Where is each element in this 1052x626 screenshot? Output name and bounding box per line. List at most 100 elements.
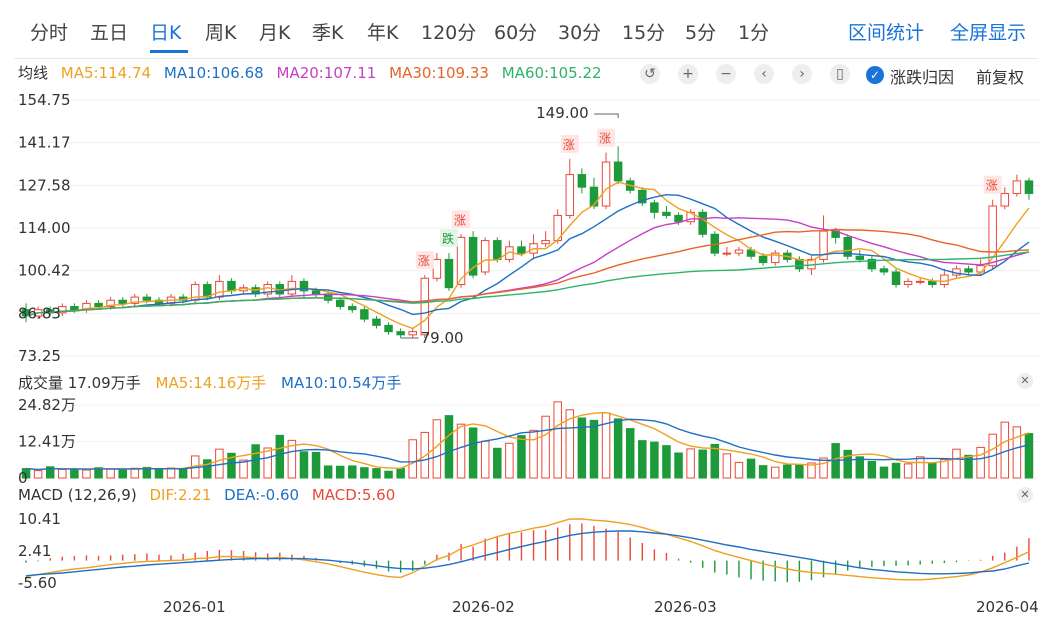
close-volume-icon[interactable]: ✕ (1017, 373, 1033, 389)
price-axis-label: 154.75 (18, 91, 71, 109)
volume-bar (348, 465, 357, 479)
candle-body (444, 258, 454, 289)
close-macd-icon[interactable]: ✕ (1017, 487, 1033, 503)
tab-daily-k[interactable]: 日K (150, 22, 182, 44)
rise-tag (452, 210, 471, 229)
volume-bar (142, 466, 152, 479)
volume-axis-label: 24.82万 (18, 396, 76, 414)
tab-divider (14, 58, 1038, 59)
volume-bar (384, 470, 393, 479)
ma10-value: MA10:106.68 (163, 64, 264, 82)
volume-bar (746, 458, 756, 479)
zoom-in-icon[interactable]: + (678, 64, 698, 84)
ma20-line (25, 216, 1030, 317)
candle-body (734, 249, 744, 254)
macd-axis-label: -5.60 (18, 574, 57, 592)
candle-type-icon[interactable]: ▯ (830, 64, 850, 84)
zoom-out-icon[interactable]: − (716, 64, 736, 84)
volume-bar (299, 451, 309, 479)
rise-tag (597, 128, 616, 147)
macd-axis-label: 2.41 (18, 542, 51, 560)
volume-header: 成交量 17.09万手 MA5:14.16万手 MA10:10.54万手 (18, 372, 411, 393)
candle-body (601, 161, 611, 207)
volume-bar (674, 452, 683, 479)
tab-monthly-k[interactable]: 月K (259, 22, 291, 44)
volume-bar (468, 427, 478, 479)
reason-checkbox-icon[interactable]: ✓ (866, 66, 884, 84)
tab-15min[interactable]: 15分 (622, 22, 666, 44)
tab-60min[interactable]: 60分 (494, 22, 538, 44)
candle-body (311, 290, 321, 295)
volume-bar (178, 468, 188, 479)
candle-body (879, 268, 889, 273)
candle-body (770, 252, 780, 264)
tab-quarterly-k[interactable]: 季K (312, 22, 344, 44)
chevron-right-icon[interactable]: › (792, 64, 812, 84)
volume-bar (940, 458, 949, 479)
volume-bar (444, 415, 454, 479)
volume-bar (70, 468, 79, 479)
volume-bar (33, 470, 43, 479)
tab-fenshi[interactable]: 分时 (30, 22, 69, 44)
tab-yearly-k[interactable]: 年K (367, 22, 399, 44)
volume-bar (263, 447, 272, 479)
ma20-value: MA20:107.11 (276, 64, 377, 82)
candle-body (1024, 180, 1034, 194)
volume-bar (795, 463, 804, 479)
fullscreen-link[interactable]: 全屏显示 (950, 22, 1027, 44)
chevron-left-icon[interactable]: ‹ (754, 64, 774, 84)
ma30-value: MA30:109.33 (389, 64, 489, 82)
tab-120min[interactable]: 120分 (421, 22, 477, 44)
macd-header: MACD (12,26,9) DIF:2.21 DEA:-0.60 MACD:5… (18, 486, 403, 504)
candle-body (940, 274, 949, 286)
volume-bar (964, 454, 973, 479)
candle-body (650, 202, 659, 213)
tab-weekly-k[interactable]: 周K (205, 22, 237, 44)
volume-bar (734, 461, 744, 479)
volume-bar (770, 466, 780, 479)
volume-bar (335, 465, 345, 479)
volume-ma10-line (25, 418, 1030, 471)
candle-body (964, 268, 973, 273)
candle-body (106, 299, 115, 308)
candle-body (867, 258, 877, 270)
ma-legend: 均线 MA5:114.74 MA10:106.68 MA20:107.11 MA… (18, 62, 610, 84)
volume-bar (323, 465, 333, 479)
candle-body (903, 280, 913, 286)
volume-bar (915, 456, 925, 479)
x-label-mar: 2026-03 (654, 598, 717, 616)
adjust-dropdown[interactable]: 前复权 (976, 68, 1025, 87)
volume-bar (698, 449, 707, 479)
candle-body (142, 296, 152, 301)
volume-bar (227, 452, 236, 479)
reason-label[interactable]: 涨跌归因 (890, 68, 955, 87)
tab-5min[interactable]: 5分 (685, 22, 717, 44)
price-axis-label: 73.25 (18, 347, 61, 365)
price-axis-label: 86.83 (18, 304, 61, 322)
volume-ma5: MA5:14.16万手 (155, 374, 267, 392)
candle-body (372, 318, 381, 326)
candle-body (855, 255, 865, 260)
macd-dea: DEA:-0.60 (224, 486, 300, 504)
interval-stats-link[interactable]: 区间统计 (848, 22, 925, 44)
ma10-line (25, 193, 1030, 317)
rise-tag-label: 涨 (418, 253, 430, 268)
price-axis-label: 127.58 (18, 176, 71, 194)
tab-five-day[interactable]: 五日 (90, 22, 129, 44)
volume-bar (420, 431, 430, 479)
low-price-label: 79.00 (421, 329, 464, 347)
candle-body (432, 258, 442, 279)
volume-bar (613, 418, 623, 479)
candle-body (94, 302, 103, 308)
volume-bar (722, 453, 732, 479)
tab-1min[interactable]: 1分 (738, 22, 770, 44)
candle-body (335, 299, 345, 308)
ma5-value: MA5:114.74 (60, 64, 152, 82)
candle-body (915, 280, 925, 283)
candle-body (396, 331, 405, 336)
fall-tag-label: 跌 (442, 231, 454, 246)
undo-icon[interactable]: ↺ (640, 64, 660, 84)
volume-title: 成交量 17.09万手 (18, 374, 141, 392)
tab-30min[interactable]: 30分 (558, 22, 602, 44)
